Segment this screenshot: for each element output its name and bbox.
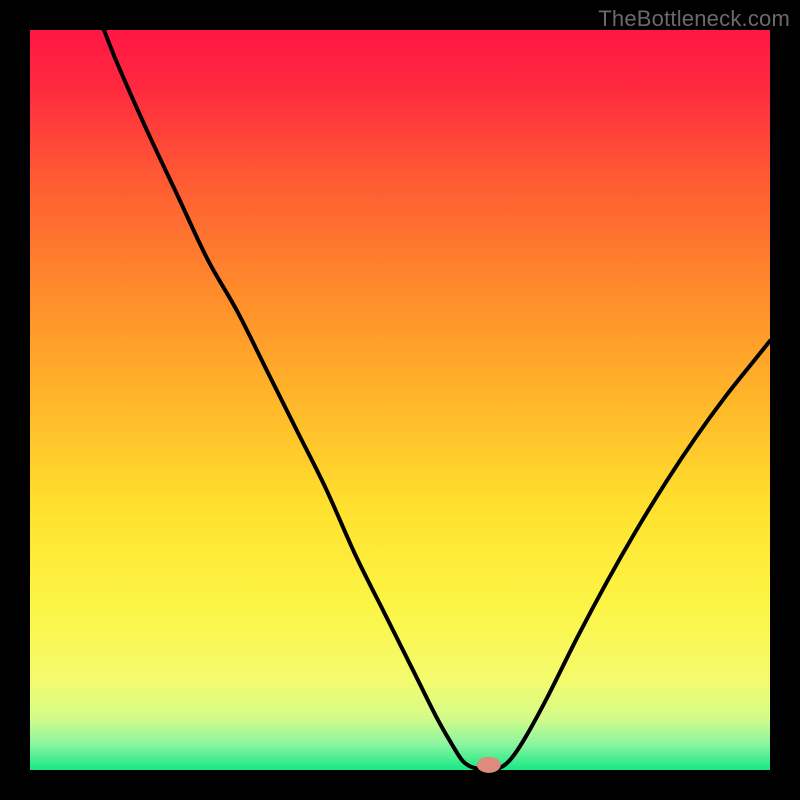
minimum-marker [477, 757, 501, 773]
bottleneck-chart: TheBottleneck.com [0, 0, 800, 800]
plot-background [30, 30, 770, 770]
chart-svg [0, 0, 800, 800]
